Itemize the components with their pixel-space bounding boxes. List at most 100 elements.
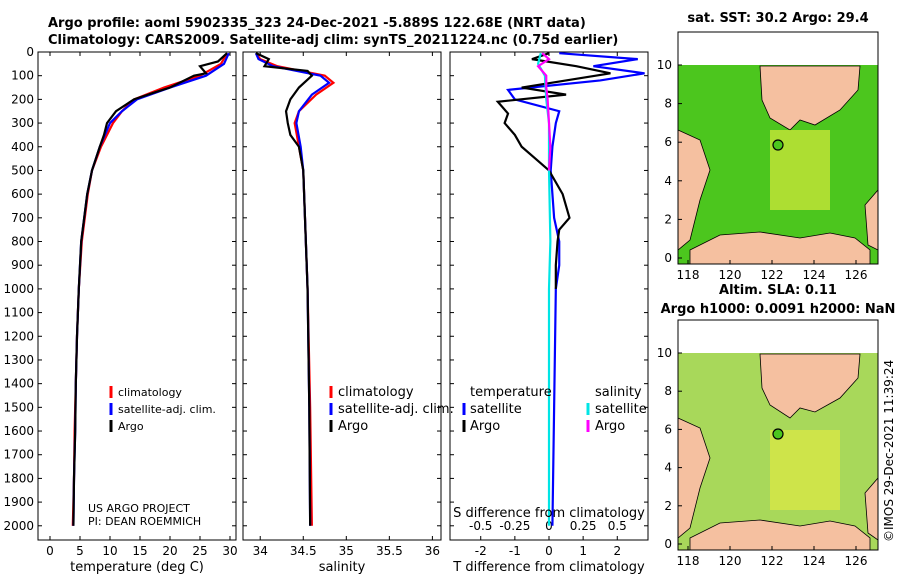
y-tick-label: 900	[11, 258, 34, 272]
map-y-tick-label: 8	[664, 97, 672, 111]
x-tick-label: 5	[76, 544, 84, 558]
x-tick-label: 25	[192, 544, 207, 558]
x-tick-label: 34	[253, 544, 268, 558]
x-tick-label: 15	[132, 544, 147, 558]
x2-tick-label: 0	[545, 519, 553, 533]
series-line-satellite-adj-clim-	[254, 52, 331, 526]
sla-map-land-north	[759, 353, 861, 419]
temperature-panel: 0 5 10 15 20 25 300100200300400500600700800900…	[3, 45, 237, 575]
sla-argo-marker	[772, 428, 784, 440]
legend-salinity-header: salinity	[595, 385, 642, 400]
map-y-tick-label: 10	[657, 58, 672, 72]
map-y-tick-label: 6	[664, 135, 672, 149]
map-x-tick-label: 122	[761, 554, 784, 568]
y-tick-label: 1800	[3, 471, 34, 485]
sla-map-subtitle: Argo h1000: 0.0091 h2000: NaN	[661, 302, 896, 317]
x-tick-label: 1	[579, 544, 587, 558]
salinity-legend: climatology satellite-adj. clim. Argo	[329, 385, 454, 434]
series-line-satellite-adj-clim-	[72, 52, 230, 526]
y-tick-label: 200	[11, 92, 34, 106]
x-tick-label: 30	[222, 544, 237, 558]
map-y-tick-label: 8	[664, 384, 672, 398]
map-x-tick-label: 120	[719, 268, 742, 282]
y-tick-label: 2000	[3, 519, 34, 533]
sla-high-patch	[770, 430, 840, 510]
y-tick-label: 1200	[3, 329, 34, 343]
sla-map-panel: Altim. SLA: 0.11 Argo h1000: 0.0091 h200…	[657, 283, 896, 568]
temperature-xlabel: temperature (deg C)	[70, 560, 204, 575]
series-line-argo	[255, 52, 314, 526]
sst-map-land-south	[689, 231, 871, 265]
legend-satellite-label: satellite-adj. clim.	[338, 402, 454, 417]
figure-title-line2: Climatology: CARS2009. Satellite-adj cli…	[48, 33, 618, 48]
y-tick-label: 1300	[3, 353, 34, 367]
x-tick-label: 0	[545, 544, 553, 558]
x2-tick-label: 0.25	[570, 519, 597, 533]
x-tick-label: 0	[46, 544, 54, 558]
sst-map-panel: sat. SST: 30.2 Argo: 29.4 118 120 122 124 12…	[657, 11, 879, 282]
map-x-tick-label: 124	[803, 554, 826, 568]
series-line-s-argo	[536, 52, 552, 171]
t-difference-xlabel: T difference from climatology	[452, 560, 645, 575]
pi-annotation: PI: DEAN ROEMMICH	[88, 515, 201, 528]
map-y-tick-label: 6	[664, 422, 672, 436]
x-tick-label: 2	[613, 544, 621, 558]
map-x-tick-label: 126	[845, 268, 868, 282]
map-x-tick-label: 126	[845, 554, 868, 568]
legend-temperature-header: temperature	[470, 385, 552, 400]
temperature-axes-frame	[37, 51, 237, 541]
map-x-tick-label: 122	[761, 268, 784, 282]
legend-s-satellite-label: satellite	[595, 402, 647, 417]
legend-t-argo-label: Argo	[470, 419, 500, 434]
legend-climatology-label: climatology	[118, 386, 182, 399]
x-tick-label: 34.5	[290, 544, 317, 558]
y-tick-label: 1000	[3, 282, 34, 296]
sla-map-title: Altim. SLA: 0.11	[719, 283, 837, 298]
x-tick-label: -1	[509, 544, 521, 558]
map-x-tick-label: 124	[803, 268, 826, 282]
y-tick-label: 1900	[3, 495, 34, 509]
x-tick-label: 35	[339, 544, 354, 558]
project-annotation: US ARGO PROJECT	[88, 502, 190, 515]
y-tick-label: 1100	[3, 306, 34, 320]
y-tick-label: 400	[11, 140, 34, 154]
series-line-climatology	[255, 52, 336, 526]
map-x-tick-label: 118	[677, 268, 700, 282]
salinity-xlabel: salinity	[319, 560, 366, 575]
s-difference-xlabel: S difference from climatology	[453, 506, 645, 521]
sst-map-land-north	[759, 65, 861, 131]
salinity-axes-frame	[242, 51, 442, 541]
temperature-legend: climatology satellite-adj. clim. Argo	[109, 386, 216, 433]
y-tick-label: 300	[11, 116, 34, 130]
salinity-panel: 34 34.5 35 35.5 36 salinity climatology sate…	[242, 51, 454, 575]
x2-tick-label: -0.5	[469, 519, 492, 533]
y-tick-label: 100	[11, 69, 34, 83]
series-line-t-argo	[495, 52, 611, 289]
imos-credit: ©IMOS 29-Dec-2021 11:39:24	[882, 360, 896, 542]
map-y-tick-label: 4	[664, 174, 672, 188]
legend-t-satellite-label: satellite	[470, 402, 522, 417]
map-y-tick-label: 10	[657, 346, 672, 360]
legend-argo-label: Argo	[118, 420, 144, 433]
y-tick-label: 800	[11, 235, 34, 249]
map-x-tick-label: 118	[677, 554, 700, 568]
map-y-tick-label: 4	[664, 461, 672, 475]
difference-panel: -2 -1 0 1 2 -0.5 -0.25 0 0.25 0.5 T difference fr…	[449, 51, 649, 575]
y-tick-label: 1600	[3, 424, 34, 438]
y-tick-label: 600	[11, 187, 34, 201]
legend-satellite-label: satellite-adj. clim.	[118, 403, 216, 416]
legend-argo-label: Argo	[338, 419, 368, 434]
sla-map-land-south	[689, 519, 871, 551]
x2-tick-label: 0.5	[608, 519, 627, 533]
legend-climatology-label: climatology	[338, 385, 414, 400]
x-tick-label: 36	[425, 544, 440, 558]
figure-title-line1: Argo profile: aoml 5902335_323 24-Dec-20…	[48, 16, 586, 31]
y-tick-label: 0	[26, 45, 34, 59]
x-tick-label: 20	[162, 544, 177, 558]
difference-legend: temperature salinity satellite Argo sate…	[462, 385, 647, 434]
x-tick-label: 10	[102, 544, 117, 558]
series-line-argo	[72, 52, 228, 526]
sst-map-title: sat. SST: 30.2 Argo: 29.4	[687, 11, 868, 26]
y-tick-label: 500	[11, 163, 34, 177]
sla-map-frame	[677, 319, 879, 551]
